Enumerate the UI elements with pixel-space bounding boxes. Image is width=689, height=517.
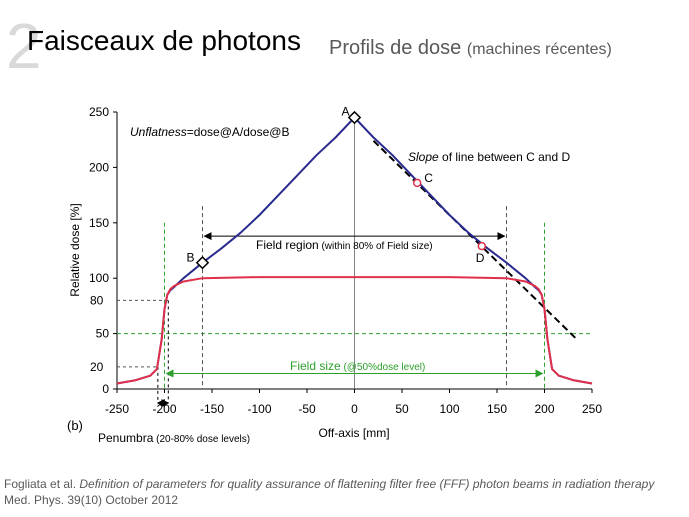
x-tick-label: -200 [152, 402, 176, 416]
flattened-profile-line [116, 276, 593, 385]
subtitle-note: (machines récentes) [466, 41, 612, 58]
panel-label: (b) [67, 418, 83, 433]
y-extra-tick-label: 80 [90, 293, 104, 307]
point-a-label: A [342, 105, 350, 119]
y-tick-label: 0 [102, 382, 109, 396]
penumbra-note: (20-80% dose levels) [153, 434, 250, 445]
x-tick-label: 50 [395, 402, 409, 416]
y-tick-label: 150 [89, 216, 109, 230]
field-region-note: (within 80% of Field size) [319, 241, 433, 252]
penumbra-annotation: Penumbra (20-80% dose levels) [98, 431, 250, 445]
x-tick-label: 150 [487, 402, 507, 416]
x-tick-label: -100 [247, 402, 271, 416]
citation-authors: Fogliata et al. [4, 477, 80, 491]
y-extra-tick-label: 20 [90, 360, 104, 374]
slide-title: Faisceaux de photons [27, 25, 301, 56]
x-tick-label: 200 [534, 402, 554, 416]
slope-rest: of line between C and D [439, 150, 571, 164]
unflatness-italic: Unflatness [130, 125, 187, 139]
point-b-marker [195, 255, 210, 270]
point-d-label: D [476, 251, 485, 265]
citation: Fogliata et al. Definition of parameters… [4, 476, 684, 508]
citation-journal: Med. Phys. 39(10) October 2012 [4, 493, 179, 507]
x-axis-label: Off-axis [mm] [318, 426, 389, 440]
x-tick-label: 250 [582, 402, 602, 416]
point-d-marker [477, 241, 487, 251]
field-size-main: Field size [290, 359, 341, 373]
field-size-annotation: Field size (@50%dose level) [290, 359, 425, 373]
slide-subtitle: Profils de dose (machines récentes) [329, 36, 612, 62]
y-tick-label: 200 [89, 160, 109, 174]
unflatness-annotation: Unflatness=dose@A/dose@B [130, 125, 289, 139]
y-tick-label: 50 [96, 327, 110, 341]
field-size-note: (@50%dose level) [341, 362, 426, 373]
slope-italic: Slope [408, 150, 439, 164]
subtitle-main: Profils de dose [329, 37, 462, 59]
x-tick-label: -150 [200, 402, 224, 416]
y-tick-label: 250 [89, 105, 109, 119]
field-region-main: Field region [256, 238, 319, 252]
point-c-label: C [424, 171, 433, 185]
field-region-annotation: Field region (within 80% of Field size) [256, 238, 433, 252]
point-c-marker [412, 178, 422, 188]
x-tick-label: -50 [298, 402, 316, 416]
point-a-marker [347, 110, 362, 125]
y-tick-label: 100 [89, 271, 109, 285]
slide-number: 2 [6, 10, 42, 82]
slope-annotation: Slope of line between C and D [408, 150, 570, 164]
unflatness-rest: =dose@A/dose@B [187, 125, 290, 139]
citation-article-title: Definition of parameters for quality ass… [79, 477, 655, 491]
x-tick-label: -250 [105, 402, 129, 416]
x-tick-label: 100 [439, 402, 459, 416]
point-b-label: B [187, 251, 195, 265]
penumbra-main: Penumbra [98, 431, 154, 445]
tick-labels: 0 50 100 150 200 250 20 80 -250 -200 -150 -100 -50 0 5… [89, 105, 602, 416]
points-layer: A B C D [187, 105, 487, 270]
y-axis-label: Relative dose [%] [68, 203, 82, 296]
x-tick-label: 0 [351, 402, 358, 416]
